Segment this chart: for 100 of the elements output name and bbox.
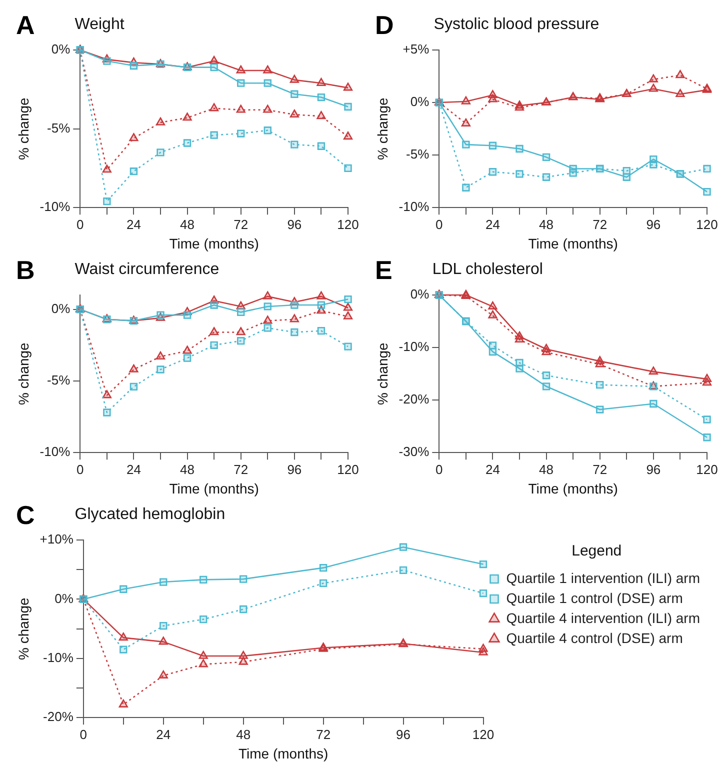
x-tick-label: 120: [337, 462, 359, 477]
y-tick-label: -10%: [43, 650, 74, 665]
point: [236, 327, 246, 336]
point: [542, 347, 551, 356]
point: [622, 166, 630, 175]
point: [263, 104, 272, 113]
point: [103, 57, 111, 65]
x-tick-label: 0: [436, 216, 443, 232]
point: [240, 605, 248, 614]
x-axis-title: Time (months): [528, 235, 618, 252]
point: [648, 74, 658, 82]
y-tick-label: -5%: [406, 146, 430, 162]
text: A: [16, 10, 35, 40]
point: [344, 295, 352, 304]
y-tick-label: -20%: [43, 709, 74, 724]
point: [210, 301, 218, 309]
text: B: [16, 254, 35, 286]
x-tick-label: 48: [180, 462, 195, 477]
point: [344, 164, 352, 172]
point: [156, 351, 166, 360]
point: [516, 144, 524, 153]
x-tick-label: 72: [592, 462, 608, 477]
point: [158, 636, 168, 645]
point: [198, 650, 208, 659]
point: [198, 659, 208, 668]
point: [316, 78, 326, 86]
x-tick-label: 96: [646, 462, 661, 477]
point: [344, 102, 352, 111]
point: [102, 390, 112, 398]
point: [399, 543, 408, 551]
point: [118, 632, 128, 641]
x-tick-label: 48: [539, 462, 554, 477]
point: [595, 359, 604, 368]
point: [183, 311, 192, 319]
point: [461, 118, 470, 126]
point: [479, 560, 488, 568]
point: [399, 566, 408, 574]
point: [237, 337, 245, 345]
point: [210, 64, 218, 72]
y-tick-label: +5%: [402, 42, 430, 57]
text: D: [375, 10, 394, 40]
point: [240, 575, 248, 583]
x-axis-title: Time (months): [169, 480, 259, 496]
x-tick-label: 72: [234, 462, 248, 477]
x-tick-label: 48: [236, 726, 251, 742]
x-tick-label: 0: [436, 462, 443, 477]
point: [264, 302, 272, 310]
y-axis-title: % change: [15, 97, 32, 160]
point: [343, 302, 353, 311]
x-tick-label: 48: [539, 216, 554, 232]
y-axis-title: % change: [374, 97, 390, 160]
x-tick-label: 72: [316, 726, 331, 742]
point: [319, 579, 328, 588]
point: [317, 326, 326, 335]
x-axis-title: Time (months): [528, 480, 618, 496]
y-tick-label: -10%: [398, 199, 430, 214]
point: [118, 699, 128, 708]
point: [210, 131, 218, 139]
point: [596, 381, 604, 389]
y-tick-label: 0%: [54, 590, 74, 606]
point: [264, 324, 272, 332]
x-tick-label: 0: [76, 462, 84, 477]
point: [210, 103, 219, 112]
point: [650, 160, 658, 168]
point: [263, 291, 272, 300]
point: [703, 434, 711, 442]
chart-title: Glycated hemoglobin: [74, 506, 226, 524]
point: [542, 382, 550, 390]
point: [648, 84, 658, 92]
point: [488, 342, 497, 350]
x-tick-label: 96: [287, 216, 302, 232]
x-tick-label: 120: [696, 216, 718, 232]
x-tick-label: 72: [592, 216, 608, 232]
point: [237, 79, 245, 87]
x-tick-label: 120: [337, 216, 359, 232]
point: [319, 564, 328, 572]
x-tick-label: 0: [76, 216, 84, 232]
point: [183, 139, 192, 147]
point: [130, 168, 138, 176]
point: [130, 382, 138, 391]
x-tick-label: 0: [80, 726, 88, 742]
chart-title: LDL cholesterol: [432, 261, 543, 279]
y-tick-label: 0%: [51, 300, 71, 316]
chart-title: Waist circumference: [74, 261, 220, 279]
point: [156, 117, 166, 126]
point: [488, 310, 498, 318]
point: [676, 88, 685, 98]
text: E: [375, 254, 392, 286]
point: [290, 314, 299, 322]
point: [160, 578, 168, 586]
point: [156, 366, 164, 374]
point: [478, 644, 488, 652]
point: [130, 62, 138, 70]
y-tick-label: 0%: [410, 94, 430, 110]
y-tick-label: -10%: [40, 199, 71, 214]
point: [210, 56, 219, 64]
point: [702, 378, 712, 386]
point: [542, 173, 550, 181]
point: [290, 328, 298, 336]
chart-title: Systolic blood pressure: [434, 16, 600, 34]
